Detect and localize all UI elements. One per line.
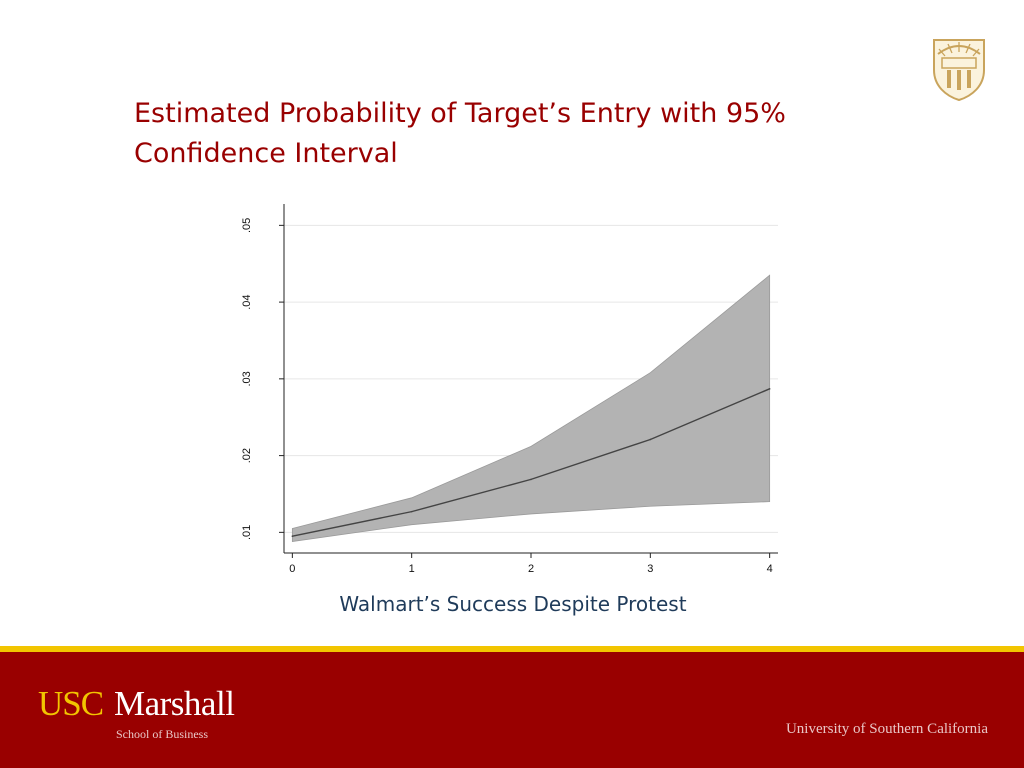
y-tick-label-1: .02 — [241, 448, 253, 463]
x-tick-label-4: 4 — [767, 563, 773, 575]
usc-seal-icon — [933, 39, 985, 102]
university-name: University of Southern California — [785, 721, 988, 737]
estimate-point-1 — [410, 510, 413, 513]
x-tick-label-0: 0 — [289, 563, 295, 575]
estimate-point-2 — [530, 478, 532, 481]
x-tick-label-1: 1 — [409, 563, 415, 575]
logo-subtitle: School of Business — [116, 727, 209, 741]
y-tick-label-4: .05 — [241, 218, 253, 233]
logo-usc-text: USC — [38, 684, 104, 723]
y-tick-label-0: .01 — [241, 525, 253, 540]
estimate-line-layer — [291, 388, 771, 537]
y-tick-label-3: .04 — [241, 294, 253, 309]
tick-labels: .01 .02 .03 .04 .05 0 1 2 3 4 — [241, 218, 773, 575]
probability-chart: .01 .02 .03 .04 .05 0 1 2 3 4 — [228, 192, 796, 578]
y-tick-label-2: .03 — [241, 371, 253, 386]
x-tick-label-3: 3 — [647, 563, 653, 575]
estimate-point-4 — [768, 388, 771, 390]
x-tick-label-2: 2 — [528, 563, 534, 575]
logo-marshall-text: Marshall — [114, 684, 235, 723]
axes — [279, 204, 778, 558]
slide-title: Estimated Probability of Target’s Entry … — [134, 98, 786, 169]
footer-band — [0, 652, 1024, 768]
confidence-interval-band — [291, 274, 771, 543]
footer-gold-stripe — [0, 646, 1024, 652]
estimate-point-3 — [649, 438, 652, 441]
estimate-point-0 — [291, 535, 294, 537]
x-axis-label: Walmart’s Success Despite Protest — [339, 592, 687, 616]
confidence-band-layer — [291, 274, 771, 543]
